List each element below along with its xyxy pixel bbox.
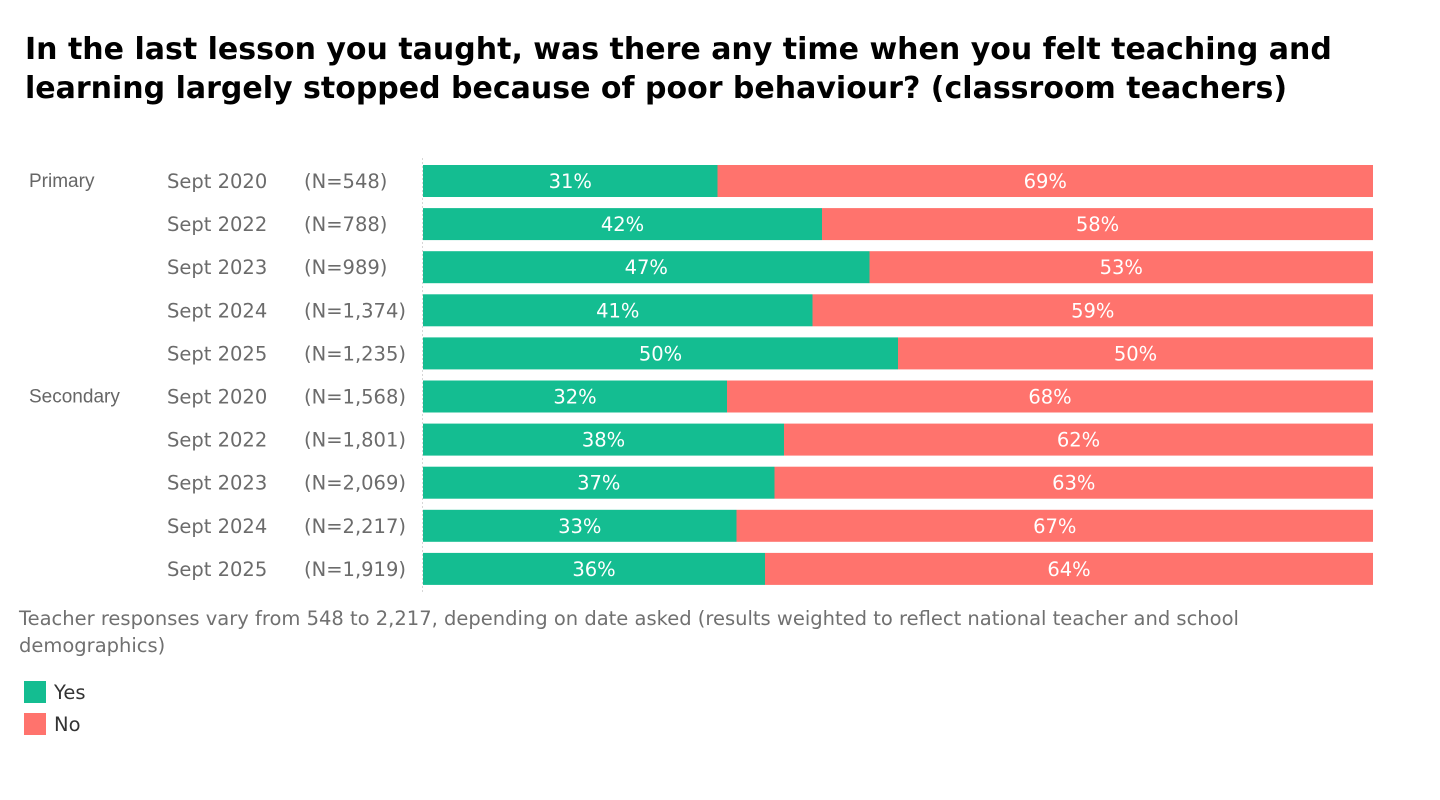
- row-date-label: Sept 2020: [167, 170, 267, 193]
- bar-row: Sept 2024 (N=1,374) 41% 59%: [167, 294, 1373, 327]
- row-date-label: Sept 2025: [167, 342, 267, 365]
- row-date-label: Sept 2025: [167, 558, 267, 581]
- bar-segment-no: [765, 552, 1373, 585]
- bar-segment-yes: [423, 337, 898, 370]
- data-label-no: 63%: [1052, 472, 1095, 495]
- data-label-yes: 33%: [558, 515, 601, 538]
- data-label-yes: 38%: [582, 429, 625, 452]
- stacked-bar-chart: Primary Sept 2020 (N=548) 31% 69% Sept 2022 (N…: [29, 158, 1373, 592]
- row-date-label: Sept 2024: [167, 299, 267, 322]
- row-n-label: (N=2,069): [304, 472, 406, 495]
- bar-segment-no: [869, 251, 1373, 284]
- bar-row: Primary Sept 2020 (N=548) 31% 69%: [29, 165, 1373, 197]
- bar-row: Sept 2025 (N=1,919) 36% 64%: [167, 552, 1373, 585]
- row-date-label: Sept 2023: [167, 472, 267, 495]
- data-label-yes: 36%: [572, 558, 615, 581]
- row-date-label: Sept 2022: [167, 429, 267, 452]
- legend-label-no: No: [54, 712, 81, 736]
- data-label-yes: 50%: [639, 342, 682, 365]
- legend-label-yes: Yes: [54, 680, 86, 704]
- row-n-label: (N=1,801): [304, 429, 406, 452]
- row-n-label: (N=1,235): [304, 342, 406, 365]
- bar-segment-no: [717, 165, 1373, 197]
- bar-segment-no: [774, 466, 1373, 499]
- bar-segment-yes: [423, 165, 718, 197]
- bar-segment-yes: [423, 552, 765, 585]
- bar-segment-yes: [423, 294, 813, 327]
- row-n-label: (N=989): [304, 256, 387, 279]
- bar-segment-no: [727, 380, 1373, 413]
- data-label-no: 68%: [1028, 386, 1071, 409]
- group-label: Secondary: [29, 387, 120, 408]
- chart-footnote: Teacher responses vary from 548 to 2,217…: [19, 607, 1239, 657]
- bar-segment-no: [812, 294, 1373, 327]
- data-label-no: 58%: [1076, 213, 1119, 236]
- bar-row: Sept 2024 (N=2,217) 33% 67%: [167, 509, 1373, 542]
- legend-item-no[interactable]: No: [24, 708, 85, 740]
- row-n-label: (N=1,568): [304, 386, 406, 409]
- data-label-yes: 47%: [625, 256, 668, 279]
- row-n-label: (N=1,374): [304, 299, 406, 322]
- data-label-no: 53%: [1100, 256, 1143, 279]
- data-label-no: 64%: [1047, 558, 1090, 581]
- data-label-no: 69%: [1024, 170, 1067, 193]
- bar-segment-yes: [423, 466, 775, 499]
- legend-swatch-yes: [24, 681, 46, 703]
- row-date-label: Sept 2023: [167, 256, 267, 279]
- bar-segment-no: [822, 208, 1373, 241]
- chart-title: In the last lesson you taught, was there…: [25, 32, 1332, 106]
- bar-row: Sept 2022 (N=1,801) 38% 62%: [167, 423, 1373, 456]
- legend: Yes No: [24, 676, 85, 740]
- bar-row: Secondary Sept 2020 (N=1,568) 32% 68%: [29, 380, 1373, 413]
- data-label-yes: 37%: [577, 472, 620, 495]
- row-n-label: (N=1,919): [304, 558, 406, 581]
- data-label-no: 67%: [1033, 515, 1076, 538]
- bar-segment-no: [736, 509, 1373, 542]
- data-label-no: 50%: [1114, 342, 1157, 365]
- bar-segment-yes: [423, 509, 737, 542]
- group-label: Primary: [29, 171, 95, 192]
- bar-segment-no: [898, 337, 1373, 370]
- row-n-label: (N=2,217): [304, 515, 406, 538]
- row-date-label: Sept 2022: [167, 213, 267, 236]
- data-label-no: 62%: [1057, 429, 1100, 452]
- legend-item-yes[interactable]: Yes: [24, 676, 85, 708]
- bar-row: Sept 2023 (N=2,069) 37% 63%: [167, 466, 1373, 499]
- bar-segment-yes: [423, 423, 784, 456]
- data-label-yes: 32%: [553, 386, 596, 409]
- bar-row: Sept 2023 (N=989) 47% 53%: [167, 251, 1373, 284]
- row-n-label: (N=788): [304, 213, 387, 236]
- data-label-yes: 41%: [596, 299, 639, 322]
- bar-segment-yes: [423, 208, 822, 241]
- row-date-label: Sept 2020: [167, 386, 267, 409]
- bar-segment-yes: [423, 251, 870, 284]
- data-label-yes: 42%: [601, 213, 644, 236]
- bar-row: Sept 2022 (N=788) 42% 58%: [167, 208, 1373, 241]
- bar-segment-no: [784, 423, 1373, 456]
- row-n-label: (N=548): [304, 170, 387, 193]
- bar-segment-yes: [423, 380, 727, 413]
- data-label-no: 59%: [1071, 299, 1114, 322]
- row-date-label: Sept 2024: [167, 515, 267, 538]
- data-label-yes: 31%: [549, 170, 592, 193]
- legend-swatch-no: [24, 713, 46, 735]
- bar-row: Sept 2025 (N=1,235) 50% 50%: [167, 337, 1373, 370]
